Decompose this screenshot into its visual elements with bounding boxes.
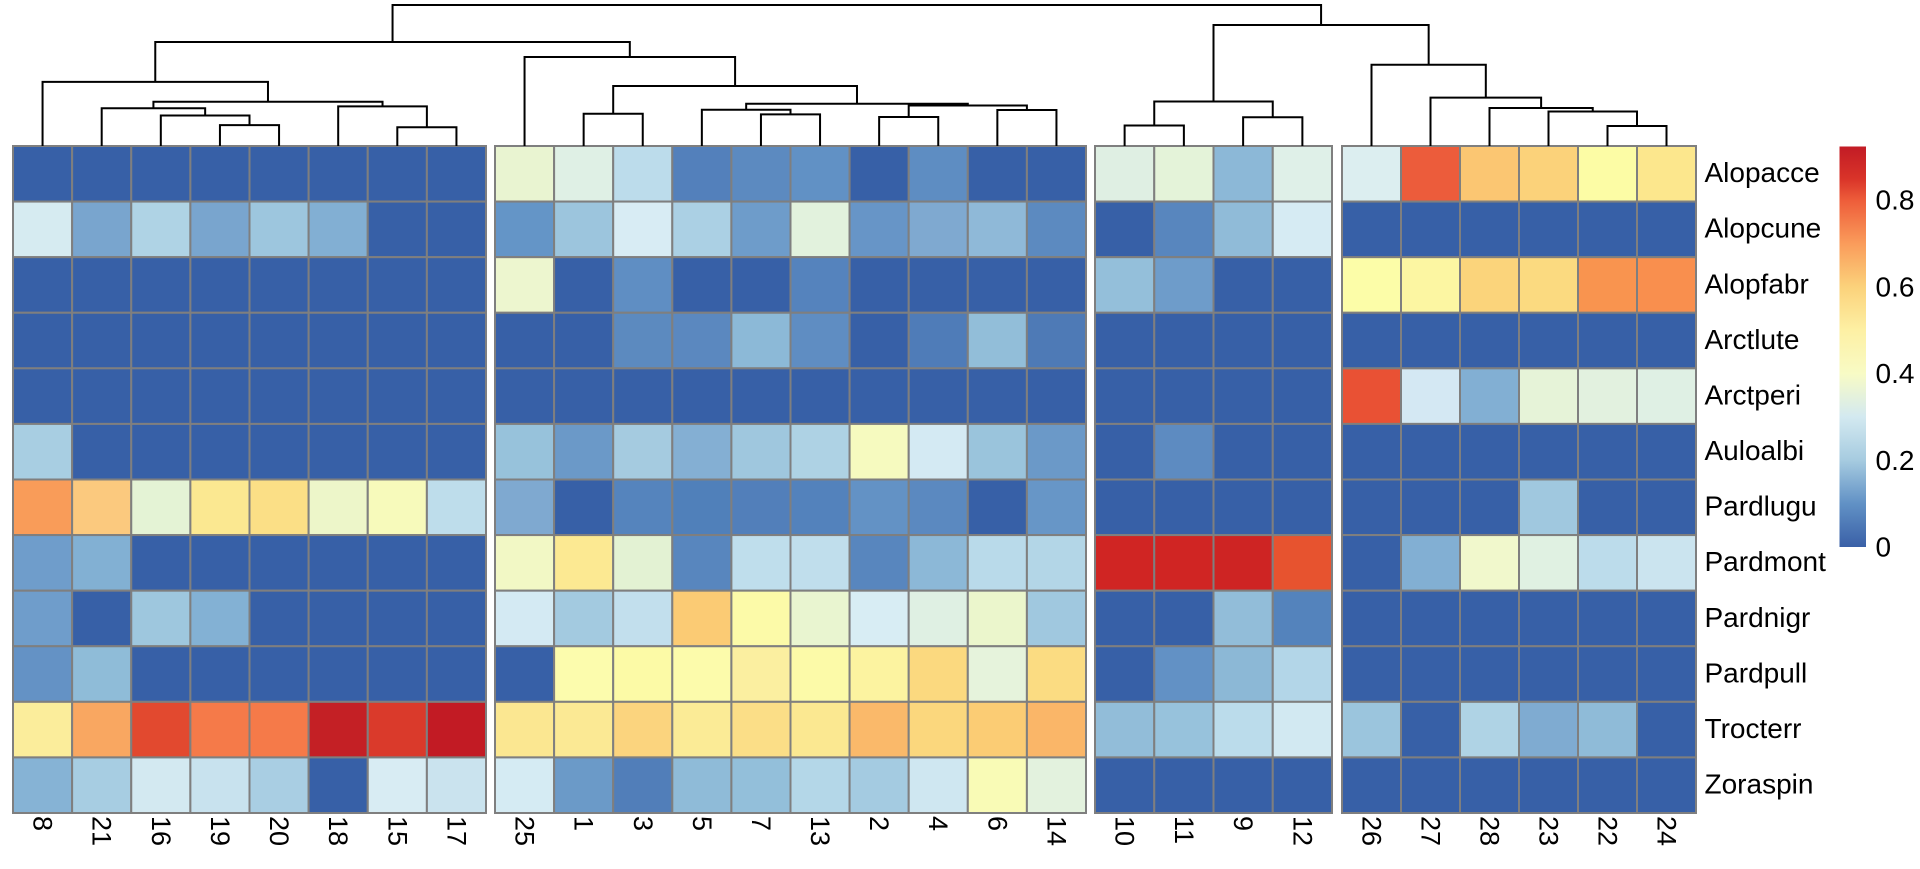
svg-text:0.6: 0.6 bbox=[1876, 271, 1915, 302]
svg-text:Alopfabr: Alopfabr bbox=[1705, 268, 1809, 299]
svg-text:3: 3 bbox=[628, 816, 658, 831]
svg-text:6: 6 bbox=[982, 816, 1012, 831]
svg-text:Zoraspin: Zoraspin bbox=[1705, 769, 1814, 800]
svg-text:14: 14 bbox=[1042, 816, 1072, 846]
svg-text:27: 27 bbox=[1416, 816, 1446, 846]
svg-text:0.8: 0.8 bbox=[1876, 185, 1915, 216]
svg-text:12: 12 bbox=[1287, 816, 1317, 846]
svg-text:Pardmont: Pardmont bbox=[1705, 546, 1827, 577]
svg-text:18: 18 bbox=[323, 816, 353, 846]
svg-text:20: 20 bbox=[264, 816, 294, 846]
svg-text:7: 7 bbox=[746, 816, 776, 831]
svg-text:15: 15 bbox=[382, 816, 412, 846]
svg-text:9: 9 bbox=[1228, 816, 1258, 831]
svg-text:19: 19 bbox=[205, 816, 235, 846]
svg-text:0.4: 0.4 bbox=[1876, 358, 1915, 389]
svg-text:21: 21 bbox=[87, 816, 117, 846]
svg-text:17: 17 bbox=[441, 816, 471, 846]
svg-text:26: 26 bbox=[1357, 816, 1387, 846]
svg-text:16: 16 bbox=[146, 816, 176, 846]
svg-text:13: 13 bbox=[805, 816, 835, 846]
svg-text:10: 10 bbox=[1110, 816, 1140, 846]
svg-text:Arctperi: Arctperi bbox=[1705, 379, 1801, 410]
svg-text:Pardpull: Pardpull bbox=[1705, 657, 1808, 688]
svg-text:8: 8 bbox=[28, 816, 58, 831]
svg-text:0: 0 bbox=[1876, 532, 1892, 563]
svg-text:28: 28 bbox=[1475, 816, 1505, 846]
svg-text:0.2: 0.2 bbox=[1876, 445, 1915, 476]
svg-text:24: 24 bbox=[1652, 816, 1682, 846]
svg-text:Pardnigr: Pardnigr bbox=[1705, 602, 1811, 633]
svg-text:23: 23 bbox=[1534, 816, 1564, 846]
svg-text:2: 2 bbox=[864, 816, 894, 831]
svg-text:22: 22 bbox=[1593, 816, 1623, 846]
svg-text:5: 5 bbox=[687, 816, 717, 831]
svg-text:Arctlute: Arctlute bbox=[1705, 324, 1800, 355]
svg-text:Pardlugu: Pardlugu bbox=[1705, 491, 1817, 522]
svg-text:Alopcune: Alopcune bbox=[1705, 213, 1822, 244]
svg-text:4: 4 bbox=[923, 816, 953, 831]
svg-text:Alopacce: Alopacce bbox=[1705, 157, 1820, 188]
svg-text:Auloalbi: Auloalbi bbox=[1705, 435, 1805, 466]
svg-text:11: 11 bbox=[1169, 816, 1199, 844]
svg-text:25: 25 bbox=[510, 816, 540, 846]
svg-text:Trocterr: Trocterr bbox=[1705, 713, 1802, 744]
svg-text:1: 1 bbox=[569, 816, 599, 831]
